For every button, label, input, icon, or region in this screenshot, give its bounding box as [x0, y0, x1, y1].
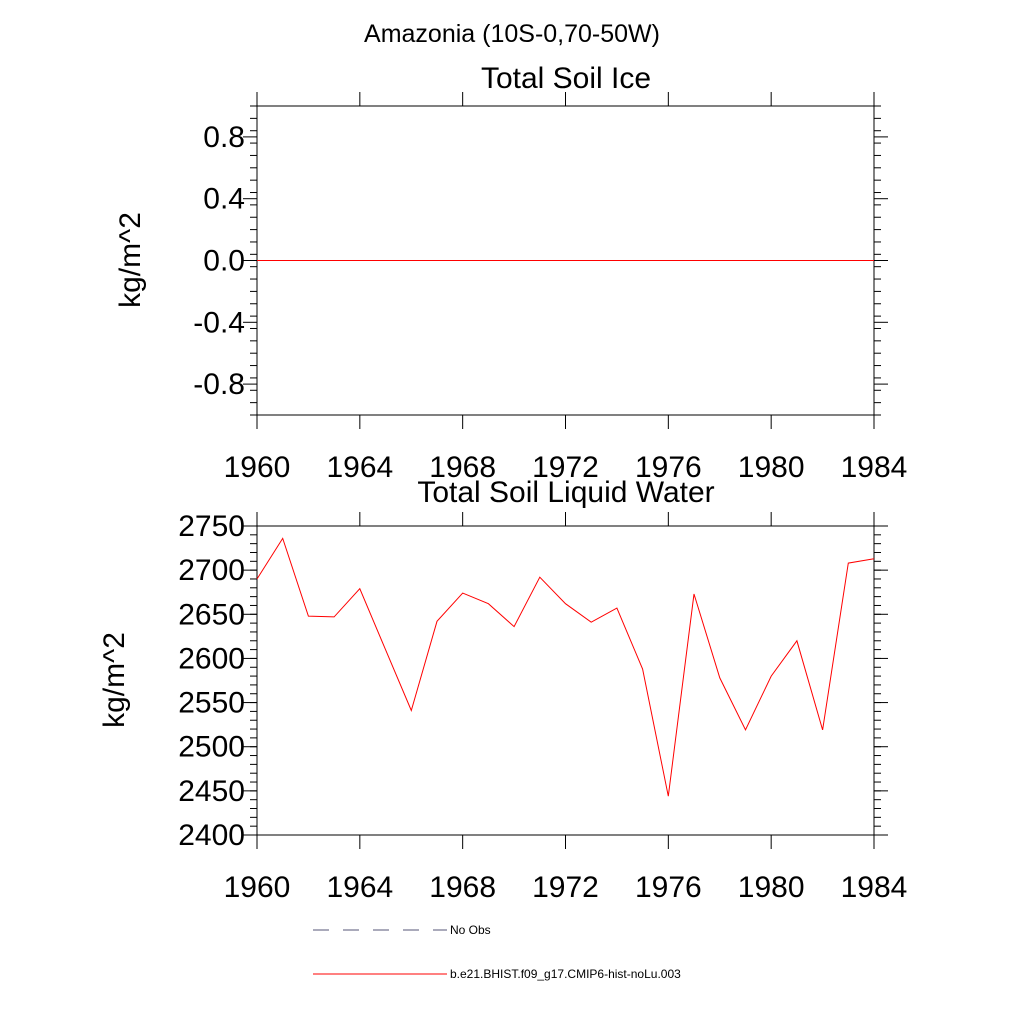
panel-total-soil-ice: Total Soil Ice 1960 1964 1968 1972 1976 1980 1…: [114, 62, 907, 484]
y-tick-label: -0.8: [193, 368, 245, 401]
y-tick-label: 2500: [178, 731, 245, 764]
x-tick-label: 1980: [738, 451, 805, 484]
y-tick-label: 2450: [178, 775, 245, 808]
panel-title: Total Soil Liquid Water: [417, 476, 714, 509]
y-tick-label: 2550: [178, 687, 245, 720]
series-line: [256, 537, 875, 797]
x-tick-label: 1984: [841, 871, 908, 904]
x-tick-label: 1976: [635, 871, 702, 904]
x-tick-label: 1976: [635, 451, 702, 484]
x-tick-label: 1964: [326, 451, 393, 484]
y-tick-label: 2700: [178, 554, 245, 587]
x-tick-label: 1972: [532, 871, 599, 904]
y-axis-label: kg/m^2: [114, 212, 147, 308]
x-tick-label: 1960: [224, 871, 291, 904]
x-tick-label: 1980: [738, 871, 805, 904]
panel-total-soil-liquid-water: Total Soil Liquid Water 1960 1964 1968 1972…: [98, 476, 907, 904]
panel-title: Total Soil Ice: [481, 62, 651, 95]
y-axis-label: kg/m^2: [98, 632, 131, 728]
x-tick-label: 1972: [532, 451, 599, 484]
legend-label-no-obs: No Obs: [450, 923, 491, 937]
y-tick-label: -0.4: [193, 306, 245, 339]
legend: No Obs b.e21.BHIST.f09_g17.CMIP6-hist-no…: [313, 923, 681, 981]
y-tick-label: 0.8: [203, 121, 245, 154]
axes: 1960 1964 1968 1972 1976 1980 1984 -0.8 -0.4 0.0 0…: [193, 92, 907, 484]
x-tick-label: 1984: [841, 451, 908, 484]
figure-title: Amazonia (10S-0,70-50W): [364, 20, 660, 48]
y-tick-label: 2650: [178, 598, 245, 631]
x-tick-label: 1968: [429, 871, 496, 904]
x-tick-label: 1964: [326, 871, 393, 904]
x-tick-label: 1968: [429, 451, 496, 484]
y-tick-label: 0.0: [203, 245, 245, 278]
x-tick-label: 1960: [224, 451, 291, 484]
y-tick-label: 2400: [178, 819, 245, 852]
y-tick-label: 0.4: [203, 183, 245, 216]
legend-label-model: b.e21.BHIST.f09_g17.CMIP6-hist-noLu.003: [450, 967, 681, 981]
y-tick-label: 2750: [178, 510, 245, 543]
y-tick-label: 2600: [178, 642, 245, 675]
axes: 1960 1964 1968 1972 1976 1980 1984 2400 2450 2500…: [178, 510, 907, 904]
